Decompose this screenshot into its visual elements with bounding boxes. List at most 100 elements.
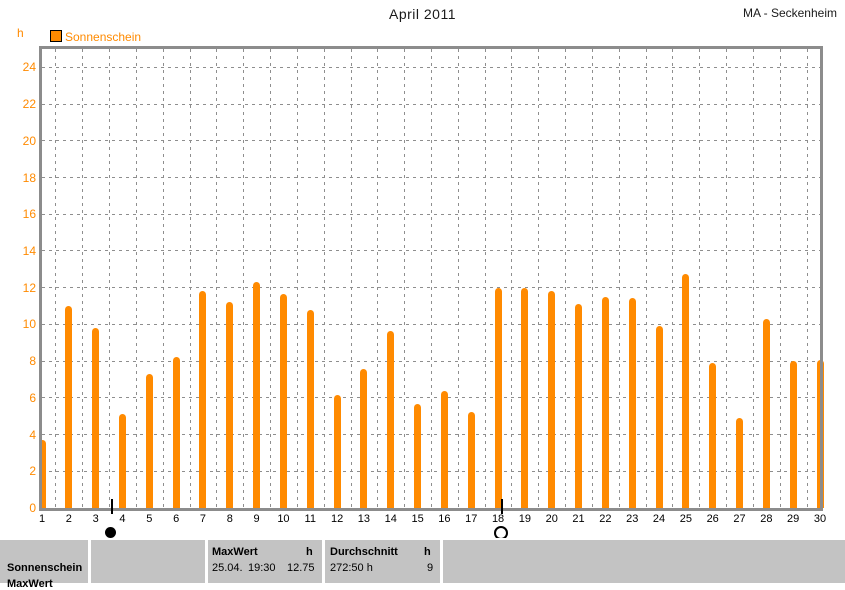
status-maxwert-time: 19:30 bbox=[248, 562, 276, 574]
bar-day-9 bbox=[253, 282, 261, 508]
new-moon-icon bbox=[105, 527, 117, 538]
y-tick-label-2: 2 bbox=[29, 464, 36, 479]
x-tick-label-27: 27 bbox=[733, 513, 746, 525]
bar-day-10 bbox=[279, 294, 287, 508]
status-bar bbox=[0, 538, 845, 583]
v-gridline bbox=[109, 49, 111, 508]
bar-day-5 bbox=[145, 374, 153, 508]
bar-day-21 bbox=[575, 304, 583, 508]
v-gridline bbox=[377, 49, 379, 508]
y-tick-label-24: 24 bbox=[22, 60, 36, 75]
legend-swatch bbox=[50, 30, 62, 42]
x-tick-label-7: 7 bbox=[199, 513, 207, 525]
x-tick-label-24: 24 bbox=[652, 513, 666, 525]
bar-day-26 bbox=[709, 363, 717, 508]
status-durchschnitt-unit: h bbox=[424, 546, 431, 558]
v-gridline bbox=[779, 49, 781, 508]
x-tick-label-15: 15 bbox=[411, 513, 424, 525]
v-gridline bbox=[484, 49, 486, 508]
v-gridline bbox=[806, 49, 808, 508]
y-tick-label-4: 4 bbox=[29, 427, 36, 442]
v-gridline bbox=[591, 49, 593, 508]
v-gridline bbox=[162, 49, 164, 508]
x-tick-label-2: 2 bbox=[65, 513, 72, 525]
x-tick-label-8: 8 bbox=[226, 513, 233, 525]
bar-day-3 bbox=[92, 328, 100, 508]
bar-day-20 bbox=[548, 291, 556, 508]
v-gridline bbox=[699, 49, 701, 508]
status-next-row-label: MaxWert bbox=[7, 578, 53, 590]
bar-day-30 bbox=[816, 360, 824, 508]
x-tick-label-17: 17 bbox=[465, 513, 478, 525]
v-gridline bbox=[645, 49, 647, 508]
v-gridline bbox=[404, 49, 406, 508]
status-separator bbox=[322, 538, 325, 583]
status-maxwert-value: 12.75 bbox=[287, 562, 315, 574]
y-axis-unit-label: h bbox=[17, 26, 24, 40]
y-tick-label-10: 10 bbox=[22, 317, 36, 332]
bar-day-1 bbox=[38, 440, 46, 508]
bar-day-27 bbox=[736, 418, 744, 508]
v-gridline bbox=[538, 49, 540, 508]
x-tick-label-22: 22 bbox=[599, 513, 612, 525]
legend-label: Sonnenschein bbox=[65, 30, 142, 44]
x-tick-label-12: 12 bbox=[330, 513, 344, 525]
bar-day-19 bbox=[521, 288, 529, 508]
status-durchschnitt-avg: 9 bbox=[427, 562, 434, 574]
bar-day-12 bbox=[333, 395, 341, 508]
y-tick-label-12: 12 bbox=[22, 280, 36, 295]
x-tick-label-19: 19 bbox=[518, 513, 532, 525]
bar-day-11 bbox=[306, 310, 314, 508]
x-tick-label-3: 3 bbox=[92, 513, 99, 525]
status-maxwert-unit: h bbox=[306, 546, 313, 558]
v-gridline bbox=[216, 49, 218, 508]
x-tick-label-16: 16 bbox=[438, 513, 451, 525]
status-separator bbox=[205, 538, 208, 583]
x-tick-label-20: 20 bbox=[545, 513, 558, 525]
bar-day-29 bbox=[789, 361, 797, 508]
y-tick-label-16: 16 bbox=[22, 207, 36, 222]
v-gridline bbox=[189, 49, 191, 508]
v-gridline bbox=[82, 49, 84, 508]
bar-day-13 bbox=[360, 369, 368, 508]
v-gridline bbox=[672, 49, 674, 508]
status-maxwert-label: MaxWert bbox=[212, 546, 258, 558]
v-gridline bbox=[565, 49, 567, 508]
x-tick-label-11: 11 bbox=[304, 513, 316, 525]
status-separator bbox=[88, 538, 91, 583]
x-tick-label-26: 26 bbox=[706, 513, 719, 525]
v-gridline bbox=[511, 49, 513, 508]
bar-day-16 bbox=[440, 391, 448, 508]
x-tick-label-25: 25 bbox=[679, 513, 692, 525]
x-tick-label-29: 29 bbox=[787, 513, 800, 525]
v-gridline bbox=[270, 49, 272, 508]
v-gridline bbox=[457, 49, 459, 508]
x-tick-label-10: 10 bbox=[277, 513, 290, 525]
bar-day-17 bbox=[467, 412, 475, 508]
x-tick-label-18: 18 bbox=[491, 513, 505, 525]
y-tick-label-0: 0 bbox=[29, 501, 36, 515]
v-gridline bbox=[431, 49, 432, 508]
station-label: MA - Seckenheim bbox=[742, 6, 837, 20]
y-tick-label-18: 18 bbox=[22, 170, 36, 185]
bar-day-22 bbox=[601, 297, 609, 508]
v-gridline bbox=[350, 49, 352, 508]
v-gridline bbox=[135, 49, 137, 508]
x-tick-label-21: 21 bbox=[572, 513, 585, 525]
v-gridline bbox=[55, 49, 57, 508]
x-tick-label-30: 30 bbox=[813, 513, 827, 525]
x-tick-label-4: 4 bbox=[119, 513, 126, 525]
y-tick-label-22: 22 bbox=[22, 97, 36, 112]
moon-tick-mark bbox=[501, 499, 504, 514]
v-gridline bbox=[243, 49, 245, 508]
y-tick-label-14: 14 bbox=[22, 243, 36, 258]
x-tick-label-9: 9 bbox=[253, 513, 260, 525]
bar-day-6 bbox=[172, 357, 180, 508]
bar-day-23 bbox=[628, 298, 636, 508]
v-gridline bbox=[618, 49, 620, 508]
bar-day-24 bbox=[655, 326, 663, 508]
v-gridline bbox=[323, 49, 325, 508]
status-maxwert-date: 25.04. bbox=[212, 562, 243, 574]
